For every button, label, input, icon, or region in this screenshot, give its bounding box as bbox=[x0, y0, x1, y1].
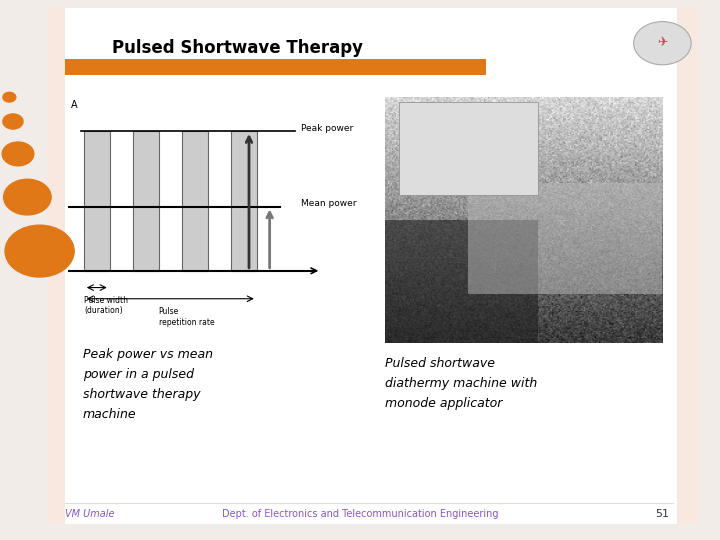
Bar bbox=[677, 8, 698, 524]
Text: ✈: ✈ bbox=[657, 37, 667, 50]
Text: VM Umale: VM Umale bbox=[65, 509, 114, 519]
Circle shape bbox=[3, 92, 16, 102]
Text: 51: 51 bbox=[656, 509, 670, 519]
Bar bbox=[469, 183, 662, 294]
Text: Peak power vs mean
power in a pulsed
shortwave therapy
machine: Peak power vs mean power in a pulsed sho… bbox=[83, 348, 213, 421]
Text: Pulse
repetition rate: Pulse repetition rate bbox=[158, 307, 215, 327]
Text: Pulse width
(duration): Pulse width (duration) bbox=[84, 296, 128, 315]
Bar bbox=[65, 59, 486, 75]
Bar bbox=[133, 131, 158, 271]
Circle shape bbox=[3, 114, 23, 129]
Text: Dept. of Electronics and Telecommunication Engineering: Dept. of Electronics and Telecommunicati… bbox=[222, 509, 498, 519]
Circle shape bbox=[2, 142, 34, 166]
Bar bbox=[84, 131, 109, 271]
Text: Mean power: Mean power bbox=[301, 199, 356, 208]
Text: Peak power: Peak power bbox=[301, 124, 353, 133]
Bar bbox=[47, 8, 65, 524]
Circle shape bbox=[634, 22, 691, 65]
Bar bbox=[182, 131, 208, 271]
Circle shape bbox=[4, 179, 51, 215]
Bar bbox=[385, 220, 538, 343]
Text: Pulsed shortwave
diathermy machine with
monode applicator: Pulsed shortwave diathermy machine with … bbox=[385, 357, 537, 410]
Circle shape bbox=[5, 225, 74, 277]
Text: A: A bbox=[71, 100, 78, 110]
Bar bbox=[399, 102, 538, 195]
Bar bbox=[231, 131, 257, 271]
Text: Pulsed Shortwave Therapy: Pulsed Shortwave Therapy bbox=[112, 38, 363, 57]
